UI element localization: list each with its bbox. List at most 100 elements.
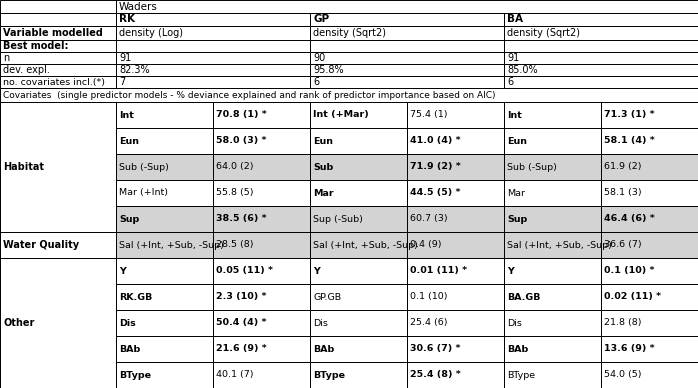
Bar bbox=[116, 310, 213, 336]
Text: GP: GP bbox=[313, 14, 329, 24]
Text: 21.8 (8): 21.8 (8) bbox=[604, 319, 641, 327]
Text: 55.8 (5): 55.8 (5) bbox=[216, 189, 253, 197]
Text: 38.5 (6) *: 38.5 (6) * bbox=[216, 215, 267, 223]
Bar bbox=[0, 154, 116, 180]
Bar bbox=[407, 232, 504, 258]
Text: 13.6 (9) *: 13.6 (9) * bbox=[604, 345, 655, 353]
Text: 61.9 (2): 61.9 (2) bbox=[604, 163, 641, 171]
Bar bbox=[310, 102, 407, 128]
Bar bbox=[310, 154, 407, 180]
Bar bbox=[407, 258, 504, 284]
Text: BAb: BAb bbox=[119, 345, 140, 353]
Bar bbox=[407, 336, 504, 362]
Text: 91: 91 bbox=[119, 53, 131, 63]
Bar bbox=[0, 26, 116, 40]
Text: Variable modelled: Variable modelled bbox=[3, 28, 103, 38]
Text: 6: 6 bbox=[313, 77, 319, 87]
Bar bbox=[310, 180, 407, 206]
Bar bbox=[504, 180, 601, 206]
Bar bbox=[116, 336, 213, 362]
Bar bbox=[0, 336, 116, 362]
Bar bbox=[116, 154, 213, 180]
Bar bbox=[116, 26, 310, 40]
Bar bbox=[213, 284, 310, 310]
Bar bbox=[504, 40, 698, 52]
Bar bbox=[0, 102, 116, 128]
Bar bbox=[0, 40, 116, 52]
Bar bbox=[407, 154, 504, 180]
Text: 30.6 (7) *: 30.6 (7) * bbox=[410, 345, 461, 353]
Text: Sup (-Sub): Sup (-Sub) bbox=[313, 215, 363, 223]
Bar bbox=[601, 362, 698, 388]
Bar bbox=[601, 258, 698, 284]
Bar bbox=[310, 362, 407, 388]
Bar bbox=[116, 0, 698, 13]
Bar bbox=[0, 128, 116, 154]
Bar bbox=[310, 206, 407, 232]
Text: Int: Int bbox=[507, 111, 522, 120]
Text: 82.3%: 82.3% bbox=[119, 65, 149, 75]
Text: Sal (+Int, +Sub, -Sup): Sal (+Int, +Sub, -Sup) bbox=[507, 241, 612, 249]
Bar bbox=[310, 76, 504, 88]
Text: BAb: BAb bbox=[507, 345, 528, 353]
Bar bbox=[213, 362, 310, 388]
Text: 70.8 (1) *: 70.8 (1) * bbox=[216, 111, 267, 120]
Bar bbox=[601, 102, 698, 128]
Bar bbox=[0, 284, 116, 310]
Bar bbox=[0, 206, 116, 232]
Text: Sal (+Int, +Sub, -Sup): Sal (+Int, +Sub, -Sup) bbox=[119, 241, 224, 249]
Text: density (Sqrt2): density (Sqrt2) bbox=[313, 28, 386, 38]
Bar bbox=[310, 26, 504, 40]
Text: 75.4 (1): 75.4 (1) bbox=[410, 111, 447, 120]
Text: BAb: BAb bbox=[313, 345, 334, 353]
Text: BType: BType bbox=[313, 371, 345, 379]
Text: Sub: Sub bbox=[313, 163, 333, 171]
Bar bbox=[407, 362, 504, 388]
Bar bbox=[310, 40, 504, 52]
Text: Mar (+Int): Mar (+Int) bbox=[119, 189, 168, 197]
Bar bbox=[601, 128, 698, 154]
Text: Sup: Sup bbox=[507, 215, 527, 223]
Bar bbox=[0, 102, 116, 232]
Bar bbox=[213, 154, 310, 180]
Bar bbox=[310, 258, 407, 284]
Text: Y: Y bbox=[119, 267, 126, 275]
Text: Covariates  (single predictor models - % deviance explained and rank of predicto: Covariates (single predictor models - % … bbox=[3, 90, 496, 99]
Bar bbox=[213, 102, 310, 128]
Text: 21.6 (9) *: 21.6 (9) * bbox=[216, 345, 267, 353]
Text: Y: Y bbox=[313, 267, 320, 275]
Bar bbox=[116, 40, 310, 52]
Bar bbox=[116, 206, 213, 232]
Text: 0.01 (11) *: 0.01 (11) * bbox=[410, 267, 467, 275]
Bar bbox=[504, 13, 698, 26]
Bar bbox=[116, 284, 213, 310]
Bar bbox=[504, 362, 601, 388]
Text: Dis: Dis bbox=[119, 319, 135, 327]
Bar bbox=[601, 180, 698, 206]
Text: Sub (-Sup): Sub (-Sup) bbox=[119, 163, 169, 171]
Text: 95.8%: 95.8% bbox=[313, 65, 343, 75]
Bar bbox=[504, 52, 698, 64]
Bar bbox=[0, 232, 116, 258]
Text: Int (+Mar): Int (+Mar) bbox=[313, 111, 369, 120]
Bar bbox=[504, 232, 601, 258]
Bar bbox=[504, 258, 601, 284]
Bar bbox=[116, 102, 213, 128]
Text: 71.9 (2) *: 71.9 (2) * bbox=[410, 163, 461, 171]
Bar bbox=[407, 180, 504, 206]
Text: 25.4 (6): 25.4 (6) bbox=[410, 319, 447, 327]
Text: 40.1 (7): 40.1 (7) bbox=[216, 371, 253, 379]
Bar bbox=[310, 284, 407, 310]
Bar bbox=[407, 128, 504, 154]
Text: Sal (+Int, +Sub, -Sup): Sal (+Int, +Sub, -Sup) bbox=[313, 241, 418, 249]
Text: 0.4 (9): 0.4 (9) bbox=[410, 241, 442, 249]
Bar bbox=[213, 336, 310, 362]
Bar bbox=[213, 128, 310, 154]
Bar bbox=[0, 76, 116, 88]
Bar bbox=[0, 310, 116, 336]
Text: 0.1 (10): 0.1 (10) bbox=[410, 293, 447, 301]
Bar bbox=[0, 180, 116, 206]
Text: density (Sqrt2): density (Sqrt2) bbox=[507, 28, 580, 38]
Text: 28.5 (8): 28.5 (8) bbox=[216, 241, 253, 249]
Text: RK: RK bbox=[119, 14, 135, 24]
